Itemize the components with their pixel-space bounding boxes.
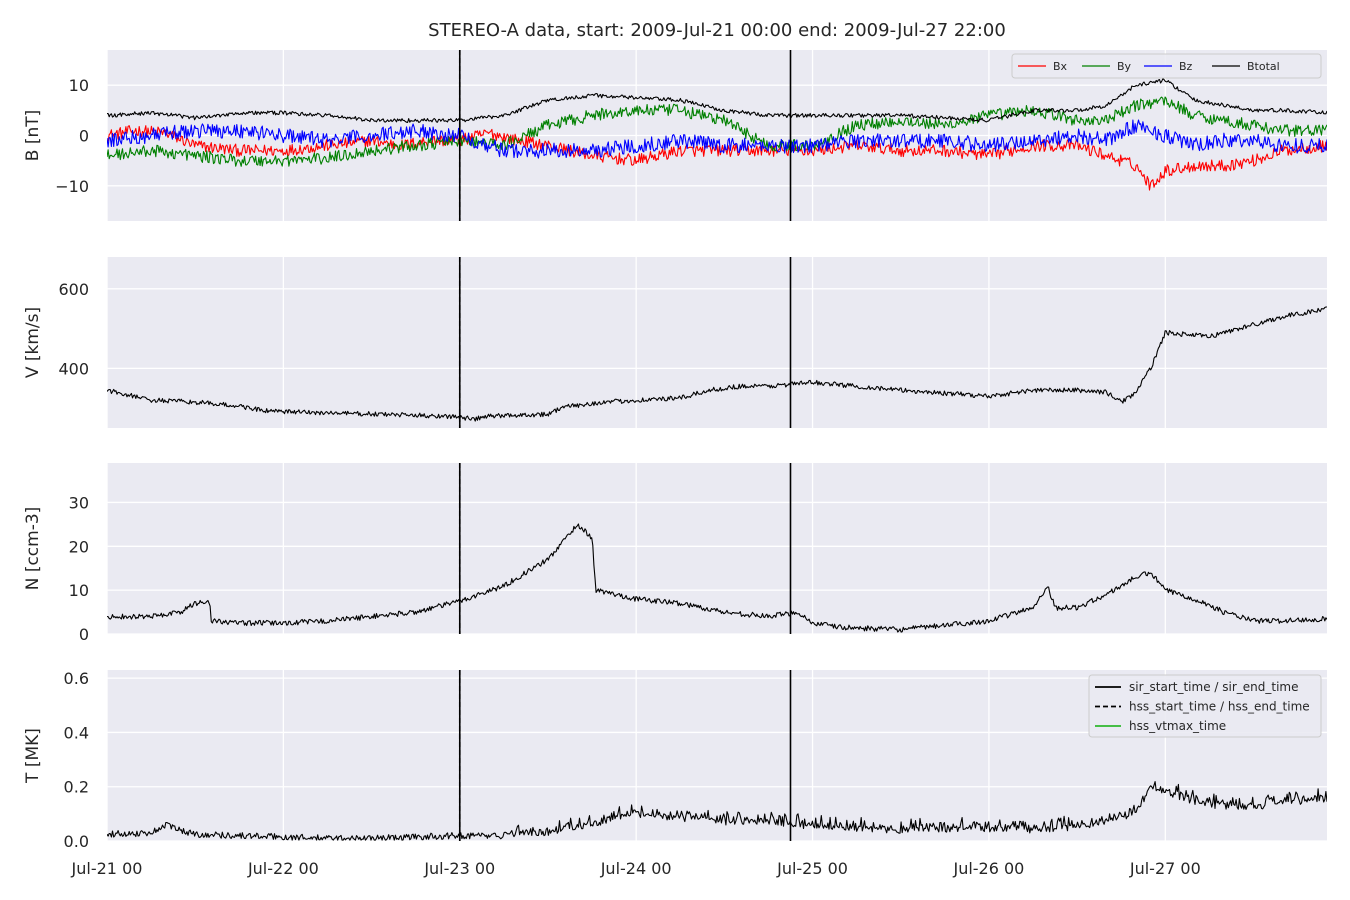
chart-title: STEREO-A data, start: 2009-Jul-21 00:00 … — [428, 20, 1006, 41]
y-tick-label: 10 — [69, 581, 89, 600]
y-axis-label: N [ccm-3] — [23, 507, 43, 591]
series-line-v — [107, 306, 1327, 422]
series-group — [107, 523, 1327, 633]
y-tick-label: 0 — [79, 625, 89, 644]
x-tick-label: Jul-26 00 — [952, 859, 1024, 878]
y-tick-label: 0.0 — [64, 832, 89, 851]
y-tick-label: 0.2 — [64, 778, 89, 797]
x-tick-labels: Jul-21 00 Jul-22 00 Jul-23 00 Jul-24 00 Jul-… — [71, 859, 1201, 878]
series-line-by — [107, 96, 1327, 167]
panels: 10 0 −10 B [nT] Bx By Bz Btotal 600 400 V [km/s] 30… — [23, 50, 1327, 851]
legend-label: By — [1117, 60, 1132, 73]
legend-label: Bx — [1053, 60, 1068, 73]
y-tick-label: −10 — [55, 177, 89, 196]
legend-label: Btotal — [1247, 60, 1280, 73]
legend-box — [1088, 674, 1322, 738]
series-group — [107, 306, 1327, 422]
y-axis-label: T [MK] — [23, 728, 43, 784]
legend-label: sir_start_time / sir_end_time — [1129, 680, 1299, 694]
x-tick-label: Jul-22 00 — [247, 859, 319, 878]
series-line-btotal — [107, 78, 1327, 123]
y-tick-label: 10 — [69, 76, 89, 95]
legend-events: sir_start_time / sir_end_time hss_start_t… — [1088, 674, 1322, 738]
panel-N: 30 20 10 0 N [ccm-3] — [23, 463, 1327, 644]
y-tick-label: 400 — [58, 359, 89, 378]
x-tick-label: Jul-27 00 — [1129, 859, 1201, 878]
plot-area — [107, 463, 1327, 634]
x-tick-label: Jul-23 00 — [423, 859, 495, 878]
x-tick-label: Jul-24 00 — [600, 859, 672, 878]
y-tick-label: 20 — [69, 537, 89, 556]
y-tick-label: 0.6 — [64, 669, 89, 688]
series-line-n — [107, 523, 1327, 633]
legend-label: hss_start_time / hss_end_time — [1129, 700, 1310, 714]
plot-area — [107, 257, 1327, 428]
series-group — [107, 781, 1327, 841]
y-tick-label: 0.4 — [64, 723, 89, 742]
panel-B: 10 0 −10 B [nT] Bx By Bz Btotal — [23, 50, 1327, 221]
legend-label: hss_vtmax_time — [1129, 719, 1226, 733]
series-line-bz — [107, 119, 1327, 159]
y-axis-label: V [km/s] — [23, 307, 43, 378]
y-axis-label: B [nT] — [23, 110, 43, 162]
x-tick-label: Jul-25 00 — [776, 859, 848, 878]
panel-T: 0.6 0.4 0.2 0.0 T [MK] sir_start_time / sir_e… — [23, 669, 1327, 851]
series-group — [107, 78, 1327, 191]
x-tick-label: Jul-21 00 — [71, 859, 143, 878]
legend-label: Bz — [1179, 60, 1193, 73]
series-line-t — [107, 781, 1327, 841]
y-tick-label: 600 — [58, 280, 89, 299]
panel-V: 600 400 V [km/s] — [23, 257, 1327, 428]
legend-b: Bx By Bz Btotal — [1011, 53, 1322, 79]
y-tick-label: 0 — [79, 127, 89, 146]
y-tick-label: 30 — [69, 493, 89, 512]
